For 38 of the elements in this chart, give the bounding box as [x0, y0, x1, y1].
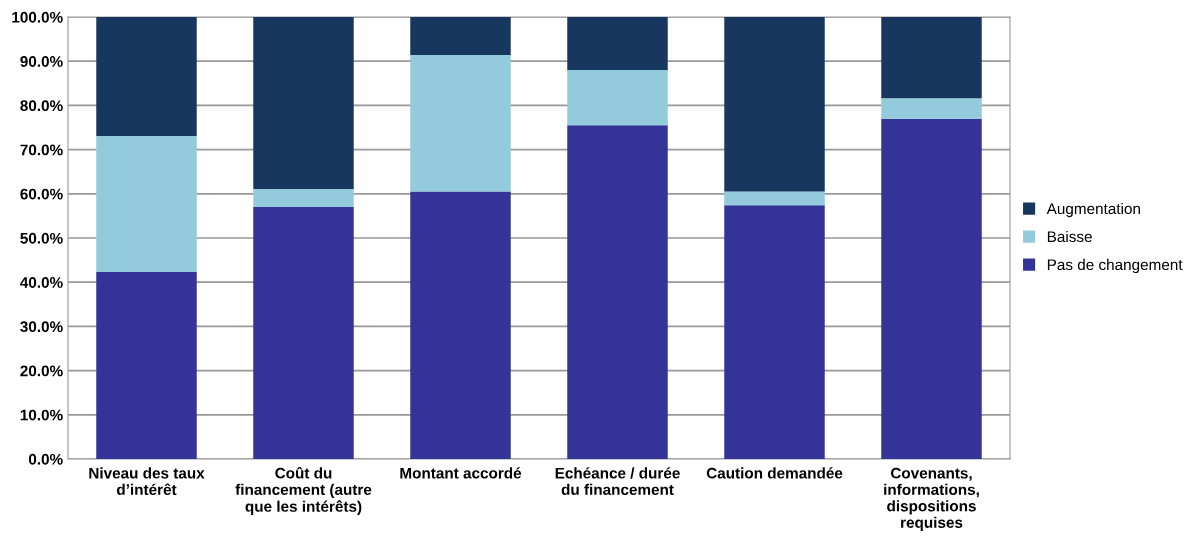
x-tick-label: Caution demandée	[706, 467, 843, 479]
bar	[881, 118, 982, 459]
x-tick-label: Covenants, informations, dispositions requises	[884, 467, 979, 531]
y-tick-label: 60.0%	[20, 188, 63, 200]
bar	[410, 17, 511, 56]
x-tick-label: Coût du financement (autre que les intérêts)	[235, 467, 372, 515]
legend-label: Pas de changement	[1047, 258, 1183, 274]
y-tick-label: 100.0%	[12, 11, 63, 23]
bar	[881, 17, 982, 99]
x-tick-label: Niveau des taux d’intérêt	[89, 467, 205, 496]
x-tick-label: Montant accordé	[400, 467, 522, 479]
bar	[253, 188, 354, 208]
y-tick-label: 20.0%	[20, 365, 63, 377]
bar	[724, 205, 825, 459]
bar	[881, 98, 982, 119]
bar	[96, 135, 197, 273]
y-tick-label: 50.0%	[20, 232, 63, 244]
bar	[724, 191, 825, 206]
bar	[96, 17, 197, 136]
bar	[253, 207, 354, 459]
bar	[410, 191, 511, 459]
y-tick-label: 70.0%	[20, 144, 63, 156]
y-tick-label: 10.0%	[20, 409, 63, 421]
bar	[567, 70, 668, 126]
y-tick-label: 80.0%	[20, 100, 63, 112]
x-tick-label: Echéance / durée du financement	[555, 467, 680, 496]
bar	[253, 17, 354, 189]
legend-label: Augmentation	[1046, 202, 1140, 218]
y-tick-label: 0.0%	[28, 453, 63, 465]
y-tick-label: 90.0%	[20, 56, 63, 67]
y-tick-label: 30.0%	[20, 321, 63, 333]
bar	[567, 125, 668, 459]
bar	[410, 55, 511, 192]
bar	[567, 17, 668, 71]
legend-label: Baisse	[1047, 230, 1092, 243]
y-tick-label: 40.0%	[20, 277, 63, 288]
bar	[724, 17, 825, 192]
bar	[96, 272, 197, 459]
